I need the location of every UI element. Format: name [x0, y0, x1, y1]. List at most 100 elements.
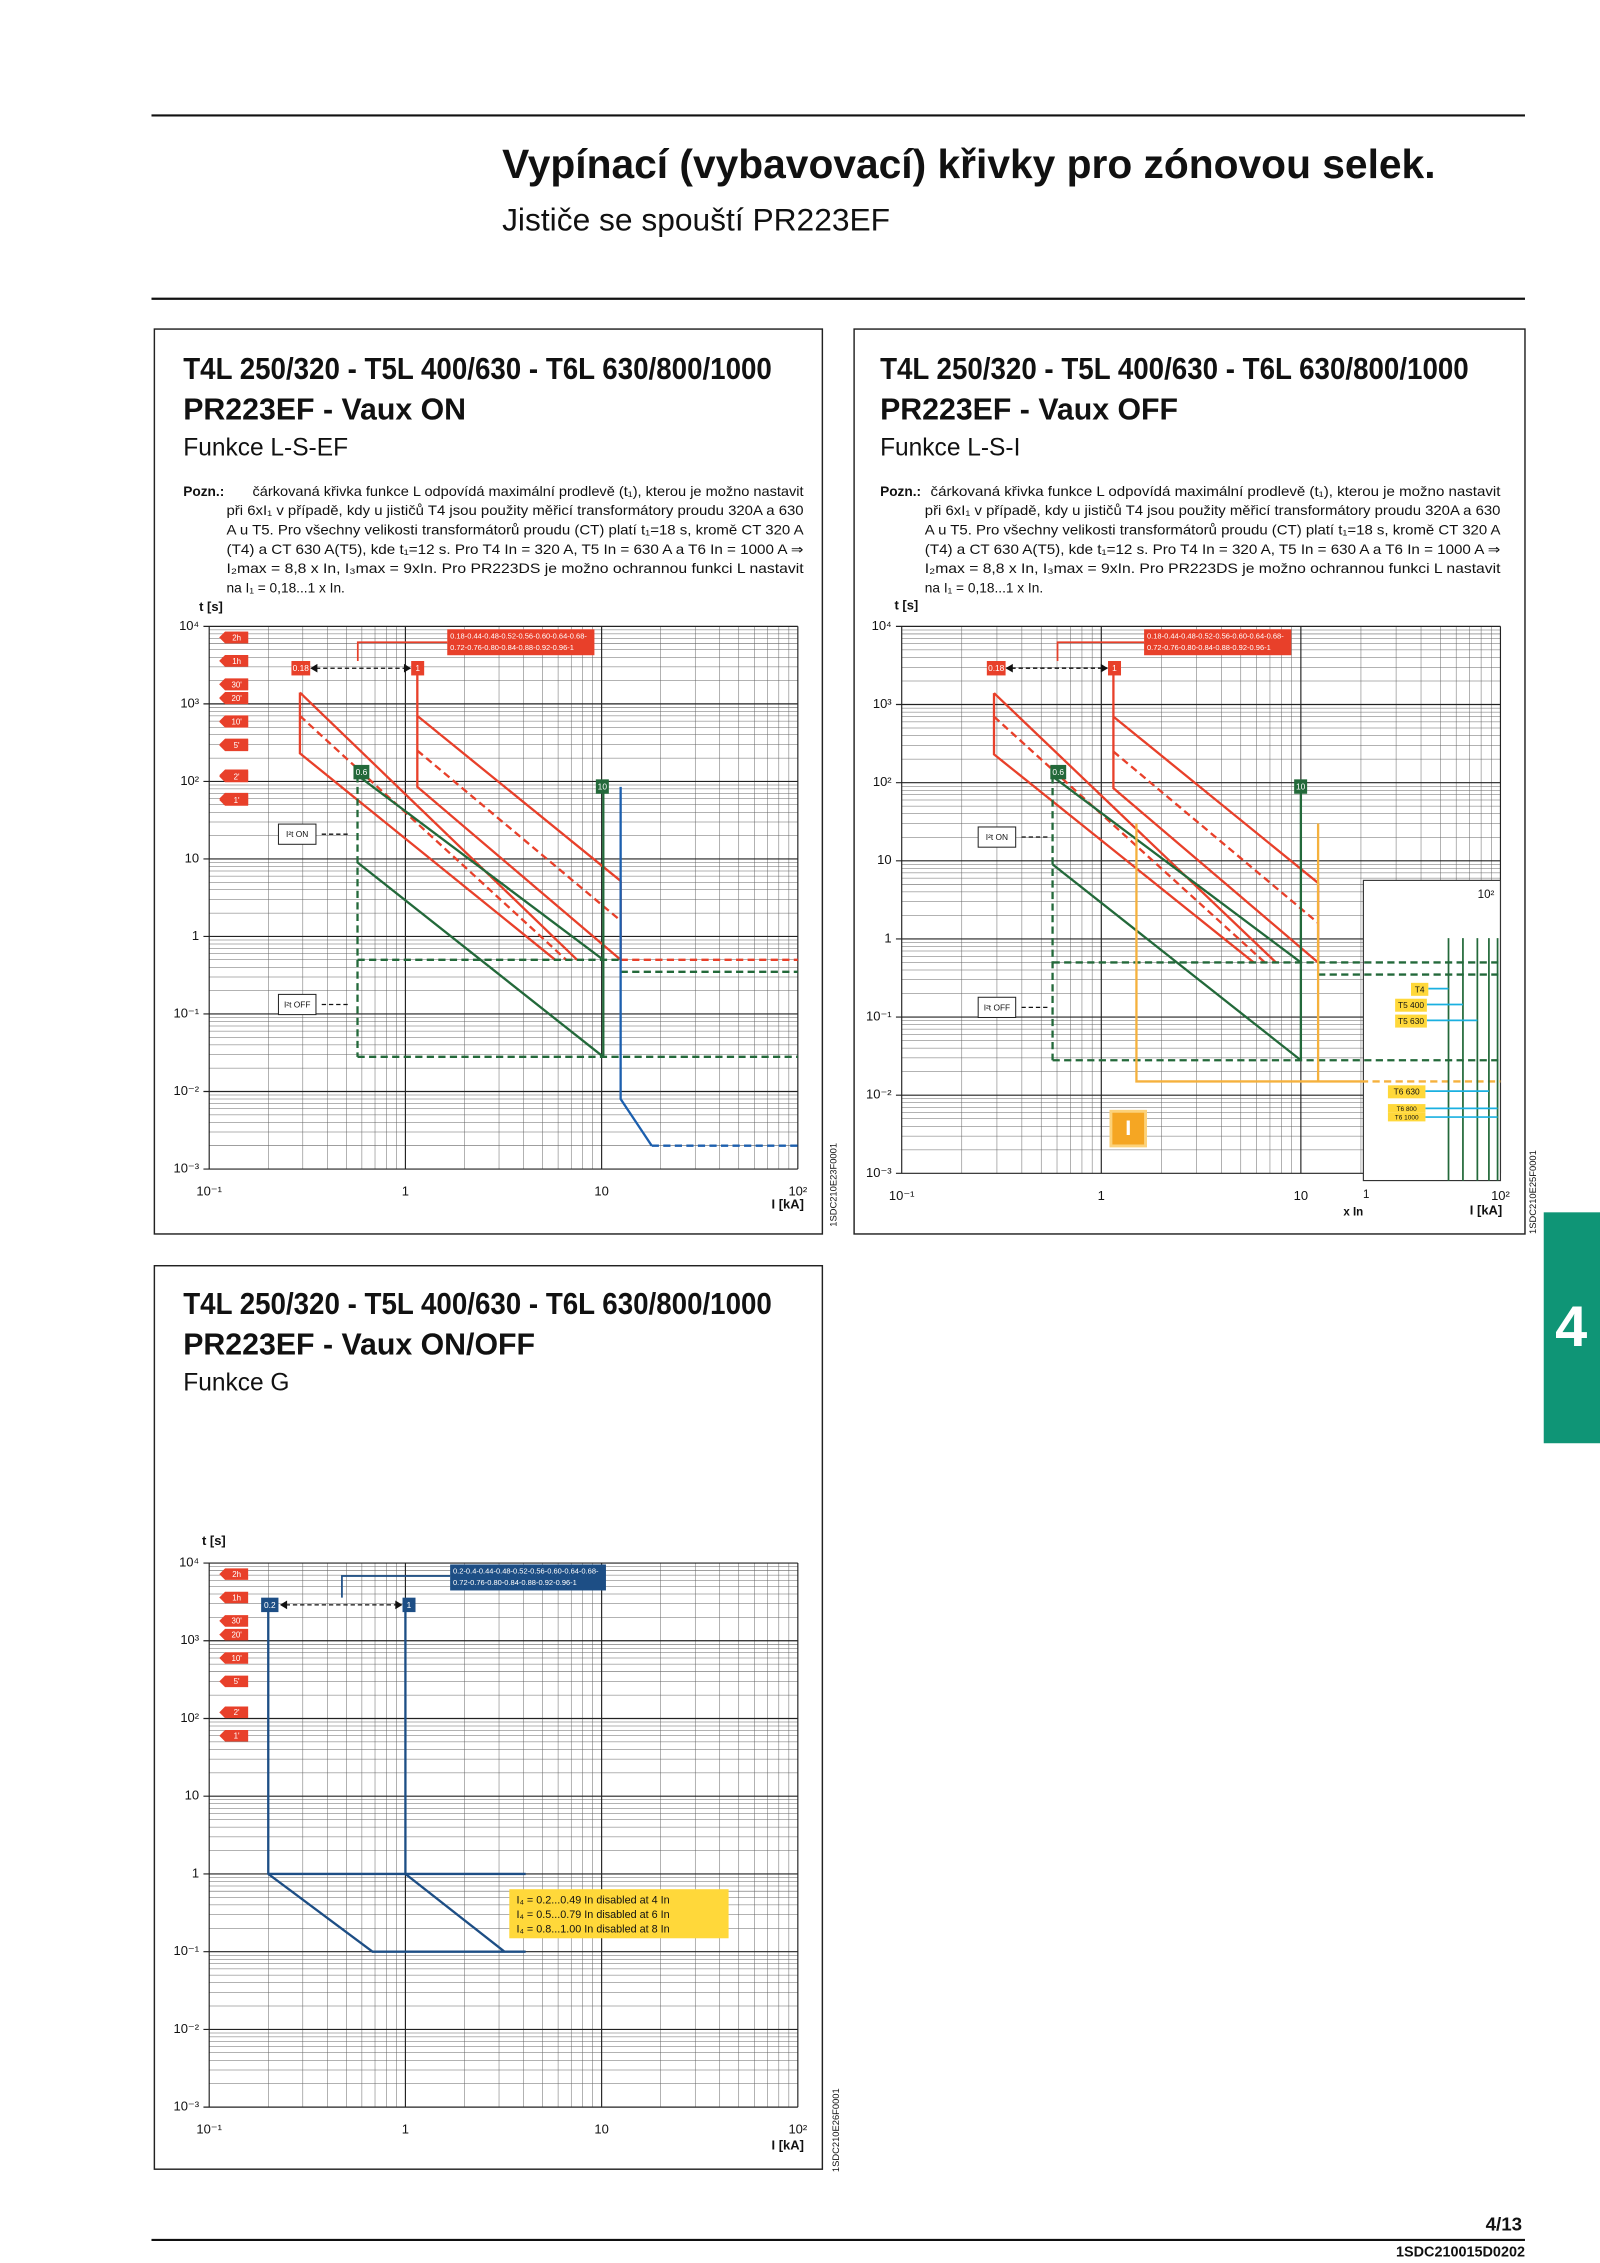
- chart-title: PR223EF - Vaux ON: [183, 393, 466, 426]
- annotation-box: [261, 1597, 279, 1613]
- decoration: [341, 1575, 451, 1598]
- time-mark-label: 2h: [232, 1570, 241, 1579]
- x-axis-label: I [kA]: [772, 2138, 804, 2153]
- annotation: I₄ = 0.2...0.49 In disabled at 4 In: [517, 1895, 670, 1907]
- curve: [299, 691, 578, 961]
- time-mark: [219, 1628, 249, 1641]
- decoration: [310, 663, 318, 673]
- curve: [416, 749, 622, 922]
- annotation-box: [1387, 1085, 1426, 1099]
- annotation-box: [1109, 1109, 1147, 1148]
- y-axis-label: t [s]: [202, 1533, 226, 1548]
- decoration: [509, 1889, 729, 1939]
- annotation: 10: [598, 781, 608, 791]
- annotation-box: [1395, 1014, 1427, 1028]
- note-line: I₂max = 8,8 x In, I₃max = 9xIn. Pro PR22…: [227, 561, 804, 576]
- time-mark-label: 2h: [232, 633, 241, 642]
- time-mark: [219, 631, 249, 644]
- curve: [416, 673, 622, 961]
- x-tick-label: 10²: [788, 2122, 807, 2137]
- curve: [416, 715, 622, 960]
- annotation: 10²: [1478, 889, 1495, 901]
- decoration: [1362, 879, 1502, 1182]
- chart-function: Funkce G: [183, 1370, 289, 1397]
- annotation-box: [1411, 982, 1429, 996]
- annotation: 1: [415, 663, 420, 673]
- annotation: T6 630: [1394, 1087, 1420, 1097]
- y-tick-label: 10³: [180, 1632, 199, 1647]
- annotation-box: [277, 823, 317, 845]
- x-tick-label: 10⁻¹: [889, 1188, 915, 1203]
- time-mark-label: 10': [231, 1654, 242, 1663]
- annotation: I₄ = 0.5...0.79 In disabled at 6 In: [517, 1909, 670, 1921]
- y-tick-label: 10: [185, 1788, 199, 1803]
- annotation: 0.6: [356, 767, 368, 777]
- annotation: x In: [1343, 1206, 1363, 1218]
- note-line: na I₁ = 0,18...1 x In.: [925, 580, 1043, 595]
- annotation-box: [595, 779, 609, 794]
- curve: [993, 715, 1266, 964]
- annotation-box: [291, 661, 311, 676]
- curve: [1112, 673, 1319, 964]
- decoration: [1100, 663, 1109, 673]
- decoration: [1005, 663, 1013, 673]
- time-mark-label: 1': [234, 796, 240, 805]
- y-tick-label: 1: [192, 928, 199, 943]
- annotation: 0.18: [988, 663, 1005, 673]
- annotation: I²t ON: [986, 832, 1008, 842]
- annotation-box: [411, 661, 425, 676]
- time-mark-label: 10': [231, 718, 242, 727]
- decoration: [395, 1600, 403, 1610]
- section-tab: [1543, 1212, 1600, 1444]
- y-tick-label: 10: [877, 852, 891, 867]
- annotation: 0.18: [293, 663, 310, 673]
- y-tick-label: 10⁻²: [866, 1087, 892, 1102]
- curve: [299, 715, 567, 961]
- figure-code: 1SDC210E25F0001: [1528, 1150, 1538, 1234]
- note-line: na I₁ = 0,18...1 x In.: [227, 580, 345, 595]
- time-mark: [219, 716, 249, 728]
- y-tick-label: 10: [185, 850, 199, 865]
- x-tick-label: 10: [594, 2122, 608, 2137]
- y-tick-label: 10⁻³: [866, 1165, 892, 1180]
- time-mark-label: 2': [234, 1708, 240, 1717]
- page-subtitle: Jističe se spouští PR223EF: [502, 202, 890, 238]
- x-tick-label: 10²: [1491, 1188, 1510, 1203]
- note-line: (T4) a CT 630 A(T5), kde t₁=12 s. Pro T4…: [925, 542, 1501, 557]
- page-title: Vypínací (vybavovací) křivky pro zónovou…: [502, 141, 1435, 187]
- chart-title: PR223EF - Vaux OFF: [880, 393, 1178, 426]
- decoration: [1144, 629, 1292, 656]
- note-line: při 6xI₁ v případě, kdy u jističů T4 jso…: [925, 503, 1501, 518]
- curve: [298, 692, 556, 961]
- curve: [1051, 775, 1302, 964]
- x-axis-label: I [kA]: [772, 1197, 804, 1212]
- curve: [993, 692, 1277, 964]
- annotation: I: [1125, 1115, 1131, 1140]
- decoration: [403, 663, 412, 673]
- chart-panel: [153, 1264, 824, 2170]
- time-mark-label: 1': [234, 1732, 240, 1741]
- annotation: 0.72-0.76-0.80-0.84-0.88-0.92-0.96-1: [1147, 643, 1271, 652]
- annotation-box: [1387, 1104, 1426, 1113]
- y-tick-label: 10³: [873, 696, 892, 711]
- x-tick-label: 10⁻¹: [196, 1184, 222, 1199]
- x-axis-label: I [kA]: [1470, 1202, 1502, 1217]
- time-mark: [219, 655, 249, 667]
- time-mark: [219, 678, 249, 691]
- chart-function: Funkce L-S-EF: [183, 434, 348, 461]
- x-tick-label: 1: [1098, 1188, 1105, 1203]
- time-mark-label: 1h: [232, 1593, 241, 1602]
- decoration: [279, 1600, 288, 1610]
- curve: [1135, 823, 1361, 1083]
- y-tick-label: 10⁻³: [174, 2099, 200, 2114]
- time-mark: [219, 692, 249, 705]
- y-axis-label: t [s]: [894, 598, 918, 613]
- time-mark-label: 5': [234, 1677, 240, 1686]
- note-line: (T4) a CT 630 A(T5), kde t₁=12 s. Pro T4…: [227, 542, 805, 557]
- y-tick-label: 1: [884, 930, 891, 945]
- annotation-box: [402, 1597, 416, 1613]
- x-tick-label: 10²: [788, 1184, 807, 1199]
- x-tick-label: 1: [402, 2122, 409, 2137]
- y-tick-label: 10²: [180, 1710, 199, 1725]
